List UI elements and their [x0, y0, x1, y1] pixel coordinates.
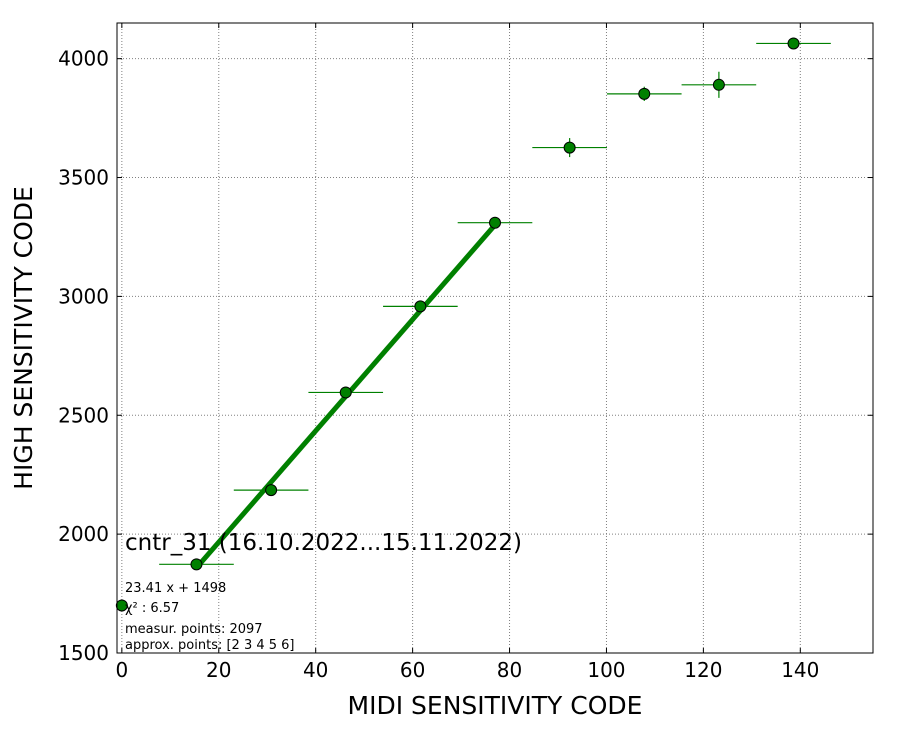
data-point	[265, 484, 278, 497]
x-axis-label: MIDI SENSITIVITY CODE	[348, 691, 643, 720]
x-tick-label: 120	[684, 658, 722, 682]
ticks-layer: 0 20 40 60 80 100 120 140 1500 2000 2500 3000 3500 40…	[58, 23, 873, 682]
annotation-chi2: χ² : 6.57	[125, 601, 179, 616]
data-point	[414, 300, 427, 313]
x-tick-label: 60	[400, 658, 425, 682]
x-tick-label: 80	[497, 658, 522, 682]
x-tick-label: 100	[587, 658, 625, 682]
y-tick-label: 2500	[58, 403, 109, 427]
y-tick-label: 1500	[58, 641, 109, 665]
x-tick-label: 0	[115, 658, 128, 682]
annotation-measur-points: measur. points: 2097	[125, 622, 263, 637]
x-tick-label: 40	[303, 658, 328, 682]
data-point	[638, 87, 651, 100]
points-layer	[115, 37, 831, 612]
x-tick-label: 140	[781, 658, 819, 682]
plot-frame	[116, 22, 874, 654]
data-point	[339, 386, 352, 399]
y-tick-label: 3000	[58, 284, 109, 308]
annotation-approx-points: approx. points: [2 3 4 5 6]	[125, 638, 295, 653]
x-tick-label: 20	[206, 658, 231, 682]
annotation-title: cntr_31 (16.10.2022...15.11.2022)	[125, 530, 522, 556]
y-tick-label: 2000	[58, 522, 109, 546]
data-point	[489, 216, 501, 229]
data-point	[787, 37, 800, 50]
y-tick-label: 4000	[58, 47, 109, 71]
data-point	[712, 78, 725, 91]
grid-layer	[117, 23, 873, 653]
data-point	[190, 558, 203, 571]
y-tick-label: 3500	[58, 166, 109, 190]
annotation-equation: 23.41 x + 1498	[125, 581, 226, 596]
y-axis-label: HIGH SENSITIVITY CODE	[9, 186, 38, 490]
data-point	[563, 141, 576, 154]
data-point	[115, 599, 128, 612]
